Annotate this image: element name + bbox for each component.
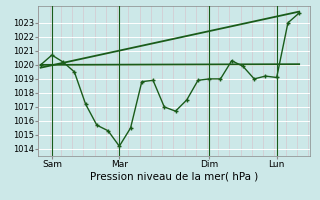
X-axis label: Pression niveau de la mer( hPa ): Pression niveau de la mer( hPa ) (90, 172, 259, 182)
